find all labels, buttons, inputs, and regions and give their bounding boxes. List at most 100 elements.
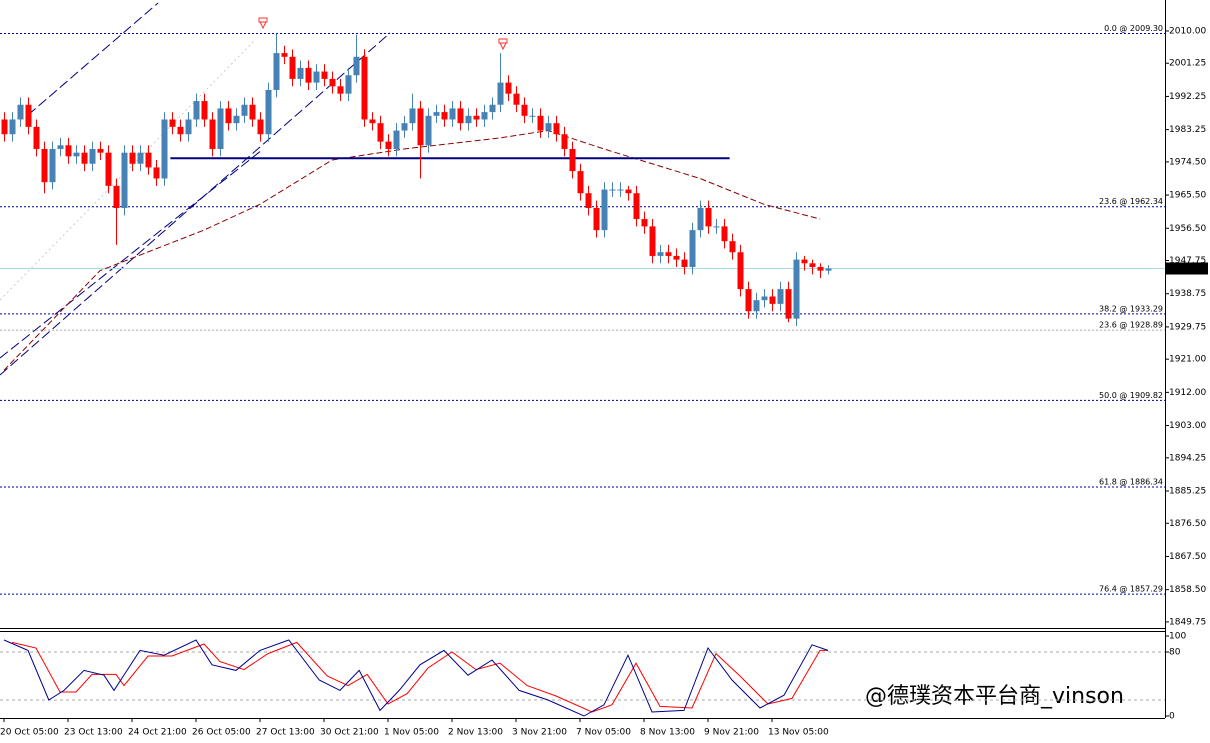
candle-body	[609, 189, 616, 191]
y-tick-label: 1903.00	[1169, 421, 1206, 431]
candle-body	[809, 263, 816, 267]
candle-body	[281, 53, 288, 57]
candle-body	[385, 141, 392, 149]
y-tick-label: 1947.75	[1169, 256, 1206, 266]
y-tick-label: 1974.50	[1169, 157, 1206, 167]
y-tick-label: 1992.25	[1169, 92, 1206, 102]
candle-body	[257, 119, 264, 135]
stoch-main	[3, 639, 829, 717]
candle-body	[529, 115, 536, 117]
y-tick-label: 1849.75	[1169, 617, 1206, 627]
candle-body	[345, 75, 352, 94]
y-tick-label: 1965.50	[1169, 191, 1206, 201]
y-tick-label: 1858.50	[1169, 585, 1206, 595]
candle-body	[41, 148, 48, 183]
candle-body	[161, 119, 168, 179]
candle-body	[337, 86, 344, 94]
stoch-y-tick-label: 80	[1169, 648, 1181, 658]
x-tick-label: 20 Oct 05:00	[0, 728, 59, 738]
y-tick-label: 1983.25	[1169, 125, 1206, 135]
candle-body	[433, 112, 440, 116]
x-tick-label: 13 Nov 05:00	[768, 728, 829, 738]
x-tick-label: 3 Nov 21:00	[512, 728, 567, 738]
candle-body	[321, 71, 328, 79]
candle-body	[241, 104, 248, 116]
x-tick-label: 1 Nov 05:00	[384, 728, 439, 738]
candle-body	[665, 252, 672, 256]
fib-label: 76.4 @ 1857.29	[1099, 585, 1163, 594]
fractal-arrow	[498, 38, 508, 51]
y-tick-label: 1956.50	[1169, 224, 1206, 234]
candle-body	[633, 193, 640, 220]
fib-label: 23.6 @ 1962.34	[1099, 197, 1163, 206]
candle-body	[209, 119, 216, 149]
candle-body	[553, 123, 560, 135]
x-tick-label: 30 Oct 21:00	[320, 728, 379, 738]
candle-body	[369, 119, 376, 124]
x-tick-label: 2 Nov 13:00	[448, 728, 503, 738]
trend-line	[27, 2, 159, 116]
candle-body	[57, 145, 64, 149]
candle-body	[705, 207, 712, 227]
y-tick-label: 1885.25	[1169, 487, 1206, 497]
candle-body	[113, 185, 120, 208]
candle-body	[545, 123, 552, 131]
candle-body	[401, 123, 408, 131]
candle-body	[537, 115, 544, 131]
fractal-arrow	[258, 17, 268, 30]
candle-body	[697, 207, 704, 231]
candle-body	[217, 108, 224, 149]
candle-body	[441, 112, 448, 120]
candle-body	[737, 252, 744, 290]
candle-body	[1, 119, 8, 135]
moving-average	[3, 130, 821, 371]
stoch-y-tick-label: 0	[1169, 712, 1175, 722]
candle-body	[713, 226, 720, 228]
candle-body	[593, 207, 600, 231]
candle-body	[569, 148, 576, 172]
candle-body	[145, 152, 152, 168]
candle-body	[473, 115, 480, 120]
candle-body	[289, 56, 296, 79]
candle-body	[249, 104, 256, 120]
y-tick-label: 1894.25	[1169, 453, 1206, 463]
candle-body	[817, 266, 824, 271]
candle-body	[361, 56, 368, 120]
x-tick-label: 27 Oct 13:00	[256, 728, 315, 738]
candle-body	[505, 82, 512, 94]
candle-body	[353, 56, 360, 76]
candle-body	[481, 112, 488, 120]
candle-body	[417, 108, 424, 146]
candle-body	[313, 71, 320, 83]
candle-body	[89, 148, 96, 164]
candle-body	[25, 104, 32, 127]
candle-body	[73, 152, 80, 157]
candle-body	[177, 126, 184, 135]
candle-body	[329, 78, 336, 87]
x-tick-label: 9 Nov 21:00	[704, 728, 759, 738]
candle-body	[801, 259, 808, 264]
candle-body	[33, 126, 40, 149]
candle-body	[761, 296, 768, 301]
candle-body	[185, 119, 192, 135]
candle-body	[449, 108, 456, 120]
y-tick-label: 1912.00	[1169, 388, 1206, 398]
y-tick-label: 2001.25	[1169, 59, 1206, 69]
candle-body	[625, 189, 632, 194]
candle-body	[9, 119, 16, 135]
candle-body	[105, 152, 112, 186]
y-tick-label: 1921.00	[1169, 355, 1206, 365]
candle-body	[577, 171, 584, 194]
candle-body	[225, 108, 232, 124]
candle-body	[97, 148, 104, 153]
y-tick-label: 1867.50	[1169, 552, 1206, 562]
fib-label: 50.0 @ 1909.82	[1099, 391, 1163, 400]
last-price-label: 1945.59	[1168, 264, 1205, 274]
candle-body	[201, 101, 208, 120]
x-tick-label: 26 Oct 05:00	[192, 728, 251, 738]
candle-body	[497, 82, 504, 105]
y-tick-label: 2010.00	[1169, 26, 1206, 36]
candle-body	[121, 152, 128, 208]
candle-body	[193, 101, 200, 120]
trend-line	[0, 32, 391, 376]
